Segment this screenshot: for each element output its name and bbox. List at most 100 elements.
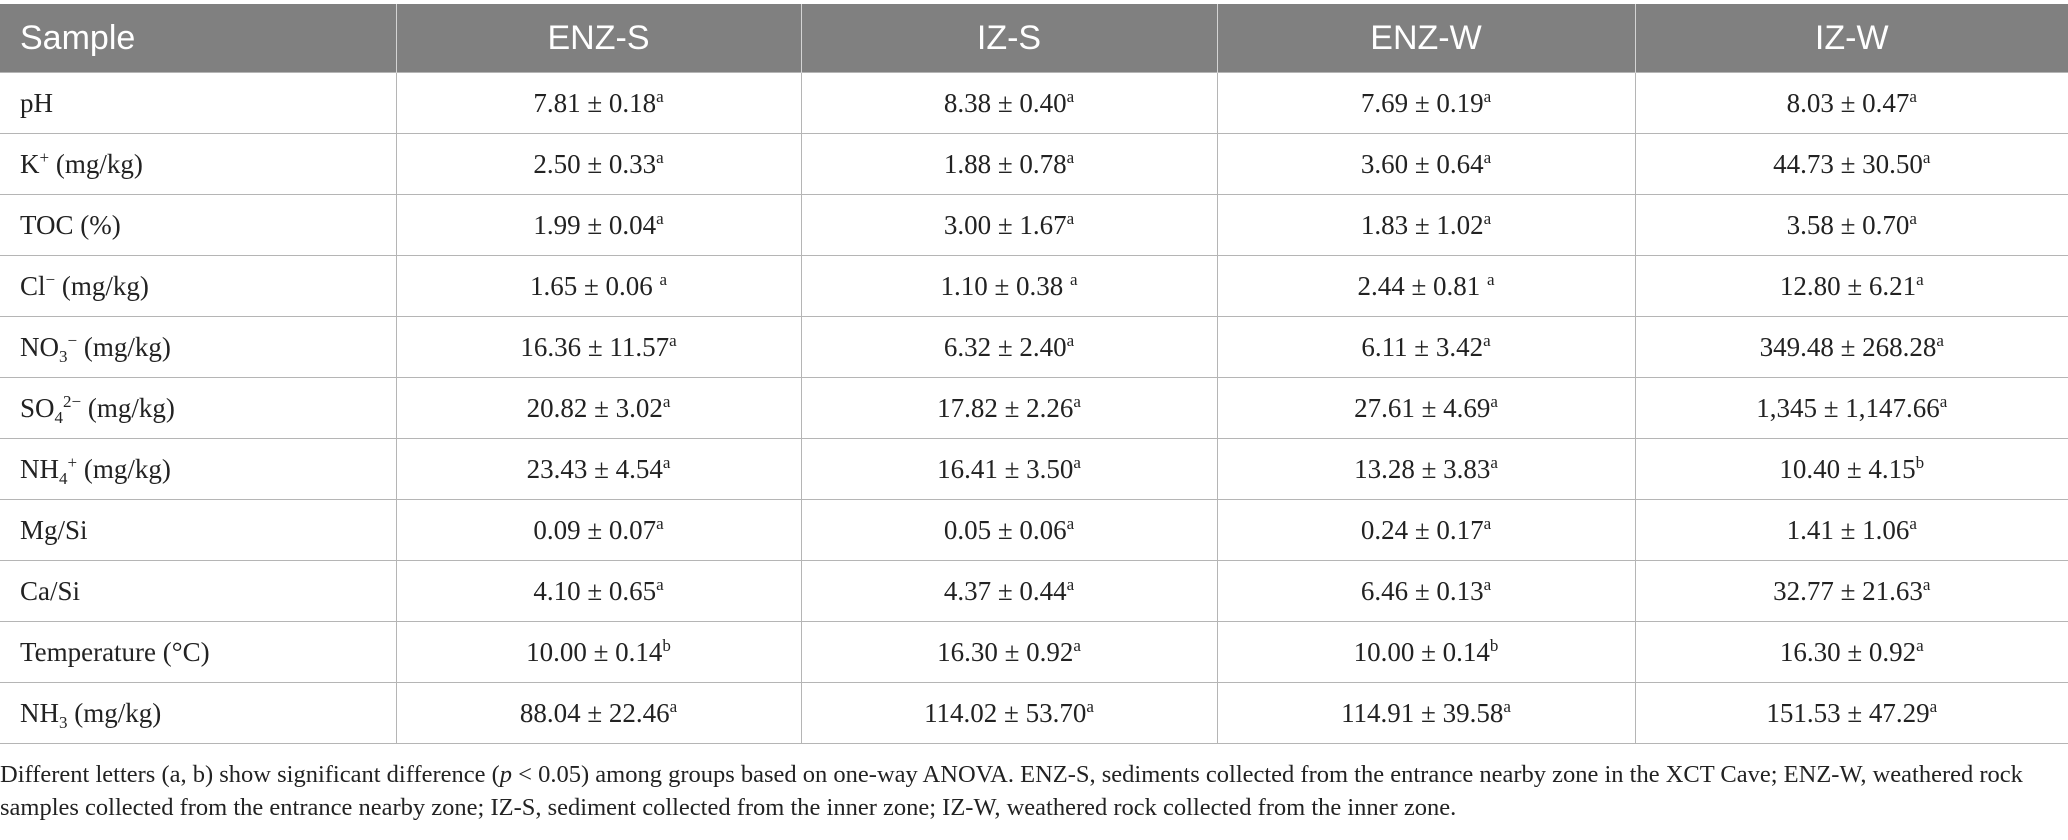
header-enz-w: ENZ-W — [1216, 4, 1635, 73]
row-label-superscript: + — [39, 147, 50, 167]
row-label-main: K — [20, 148, 40, 179]
table-cell: 0.24 ± 0.17a — [1216, 499, 1635, 561]
table-cell: 20.82 ± 3.02a — [395, 377, 801, 439]
row-label: SO42− (mg/kg) — [0, 377, 396, 439]
cell-value: 3.58 ± 0.70 — [1786, 209, 1910, 240]
significance-letter: a — [1936, 330, 1944, 350]
row-label: Temperature (°C) — [0, 621, 396, 683]
significance-letter: a — [1483, 574, 1492, 594]
table-cell: 3.58 ± 0.70a — [1634, 194, 2068, 256]
header-enz-s: ENZ-S — [395, 4, 801, 73]
header-row: Sample ENZ-S IZ-S ENZ-W IZ-W — [0, 4, 2068, 73]
row-label-unit: (mg/kg) — [55, 270, 149, 301]
significance-letter: a — [1066, 330, 1075, 350]
table-row: SO42− (mg/kg) 20.82 ± 3.02a 17.82 ± 2.26a 2… — [0, 377, 2068, 439]
cell-value: 88.04 ± 22.46 — [519, 697, 670, 728]
footnote-text-2: < 0.05) among groups based on one-way AN… — [0, 761, 2023, 821]
cell-value: 27.61 ± 4.69 — [1354, 392, 1491, 423]
significance-letter: a — [1066, 574, 1075, 594]
significance-letter: a — [1487, 269, 1495, 289]
table-row: NH4+ (mg/kg) 23.43 ± 4.54a 16.41 ± 3.50a 13… — [0, 438, 2068, 500]
row-label-unit: (mg/kg) — [49, 148, 143, 179]
table-footnote: Different letters (a, b) show significan… — [0, 758, 2060, 824]
table-cell: 1.83 ± 1.02a — [1216, 194, 1635, 256]
table-row: Temperature (°C) 10.00 ± 0.14b 16.30 ± 0.9… — [0, 621, 2068, 683]
row-label: pH — [0, 72, 396, 134]
cell-value: 16.36 ± 11.57 — [520, 331, 670, 362]
cell-value: 13.28 ± 3.83 — [1354, 453, 1491, 484]
significance-letter: a — [1909, 208, 1917, 228]
table-cell: 88.04 ± 22.46a — [395, 682, 801, 744]
row-label-unit: (mg/kg) — [67, 697, 162, 728]
significance-letter: a — [1483, 330, 1491, 350]
cell-value: 2.50 ± 0.33 — [533, 148, 657, 179]
row-label: NH4+ (mg/kg) — [0, 438, 396, 500]
significance-letter: b — [1915, 452, 1925, 472]
table-cell: 0.09 ± 0.07a — [395, 499, 801, 561]
table-cell: 0.05 ± 0.06a — [800, 499, 1217, 561]
cell-value: 16.30 ± 0.92 — [937, 636, 1074, 667]
significance-letter: a — [1073, 635, 1081, 655]
table-cell: 6.46 ± 0.13a — [1216, 560, 1635, 622]
table-cell: 16.36 ± 11.57a — [395, 316, 801, 378]
significance-letter: a — [1922, 147, 1931, 167]
significance-letter: a — [1073, 391, 1081, 411]
significance-letter: a — [1909, 513, 1917, 533]
header-sample: Sample — [0, 4, 396, 73]
header-iz-s: IZ-S — [800, 4, 1217, 73]
footnote-text-1: Different letters (a, b) show significan… — [0, 761, 500, 788]
cell-value: 4.10 ± 0.65 — [533, 575, 657, 606]
cell-value: 1.41 ± 1.06 — [1786, 514, 1910, 545]
table-cell: 1.65 ± 0.06 a — [395, 255, 801, 317]
cell-value: 1.10 ± 0.38 — [940, 270, 1071, 301]
row-label-subscript: 3 — [59, 712, 68, 732]
significance-letter: a — [659, 269, 668, 289]
header-iz-w: IZ-W — [1634, 4, 2068, 73]
significance-letter: a — [1916, 269, 1924, 289]
row-label-main: Temperature (°C) — [20, 636, 210, 667]
table-cell: 3.60 ± 0.64a — [1216, 133, 1635, 195]
significance-letter: a — [656, 513, 664, 533]
significance-letter: a — [1929, 696, 1938, 716]
table-cell: 16.30 ± 0.92a — [1634, 621, 2068, 683]
significance-letter: a — [1073, 452, 1081, 472]
table-cell: 7.69 ± 0.19a — [1216, 72, 1635, 134]
cell-value: 16.41 ± 3.50 — [937, 453, 1074, 484]
table-cell: 10.00 ± 0.14b — [1216, 621, 1635, 683]
significance-letter: a — [1916, 635, 1924, 655]
table-cell: 10.40 ± 4.15b — [1634, 438, 2068, 500]
significance-letter: a — [1066, 86, 1075, 106]
table-cell: 16.41 ± 3.50a — [800, 438, 1217, 500]
table-cell: 17.82 ± 2.26a — [800, 377, 1217, 439]
cell-value: 3.00 ± 1.67 — [943, 209, 1067, 240]
table-cell: 32.77 ± 21.63a — [1634, 560, 2068, 622]
table-body: pH 7.81 ± 0.18a 8.38 ± 0.40a 7.69 ± 0.19a 8.… — [0, 72, 2068, 744]
cell-value: 10.40 ± 4.15 — [1779, 453, 1916, 484]
significance-letter: a — [669, 696, 678, 716]
cell-value: 114.02 ± 53.70 — [924, 697, 1087, 728]
significance-letter: a — [669, 330, 677, 350]
row-label: K+ (mg/kg) — [0, 133, 396, 195]
table-row: Cl− (mg/kg) 1.65 ± 0.06 a 1.10 ± 0.38 a 2.4… — [0, 255, 2068, 317]
cell-value: 10.00 ± 0.14 — [1353, 636, 1490, 667]
row-label: TOC (%) — [0, 194, 396, 256]
cell-value: 6.32 ± 2.40 — [943, 331, 1067, 362]
significance-letter: b — [1489, 635, 1499, 655]
row-label: NH3 (mg/kg) — [0, 682, 396, 744]
row-label-subscript: 3 — [59, 346, 68, 366]
row-label-subscript: 4 — [54, 407, 64, 427]
footnote-p-symbol: p — [499, 761, 513, 788]
table-cell: 2.44 ± 0.81 a — [1216, 255, 1635, 317]
cell-value: 0.24 ± 0.17 — [1360, 514, 1484, 545]
row-label: Ca/Si — [0, 560, 396, 622]
table-cell: 7.81 ± 0.18a — [395, 72, 801, 134]
significance-letter: a — [1483, 147, 1492, 167]
table-cell: 1.88 ± 0.78a — [800, 133, 1217, 195]
cell-value: 6.46 ± 0.13 — [1360, 575, 1484, 606]
cell-value: 32.77 ± 21.63 — [1773, 575, 1923, 606]
table-cell: 1.41 ± 1.06a — [1634, 499, 2068, 561]
significance-letter: a — [662, 452, 671, 472]
table-row: TOC (%) 1.99 ± 0.04a 3.00 ± 1.67a 1.83 ± 1.… — [0, 194, 2068, 256]
table-row: Mg/Si 0.09 ± 0.07a 0.05 ± 0.06a 0.24 ± 0.17… — [0, 499, 2068, 561]
table-cell: 6.32 ± 2.40a — [800, 316, 1217, 378]
